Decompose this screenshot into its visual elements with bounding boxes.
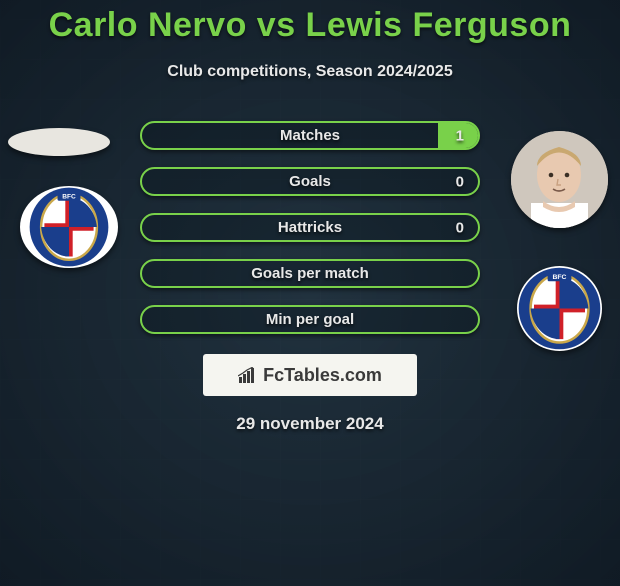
bar-chart-icon — [238, 367, 258, 383]
bar-label: Min per goal — [266, 311, 354, 328]
player-right-avatar — [511, 131, 608, 228]
club-left-crest: BFC — [20, 186, 118, 268]
bar-value-right: 0 — [456, 173, 464, 190]
fctables-logo: FcTables.com — [203, 354, 417, 396]
bar-value-right: 1 — [456, 127, 464, 144]
stat-bar: Min per goal — [140, 305, 480, 334]
logo-text: FcTables.com — [238, 365, 382, 386]
stat-bar: Matches 1 — [140, 121, 480, 150]
svg-text:BFC: BFC — [62, 193, 76, 200]
bar-label: Goals — [289, 173, 331, 190]
logo-label: FcTables.com — [263, 365, 382, 386]
comparison-title: Carlo Nervo vs Lewis Ferguson — [0, 6, 620, 45]
club-right-crest: BFC — [517, 266, 602, 351]
bar-label: Matches — [280, 127, 340, 144]
svg-text:BFC: BFC — [553, 274, 567, 281]
bar-label: Hattricks — [278, 219, 342, 236]
bar-label: Goals per match — [251, 265, 369, 282]
stat-bar: Goals per match — [140, 259, 480, 288]
comparison-subtitle: Club competitions, Season 2024/2025 — [0, 63, 620, 81]
snapshot-date: 29 november 2024 — [0, 414, 620, 434]
stat-bar: Hattricks 0 — [140, 213, 480, 242]
player-left-avatar — [8, 128, 110, 156]
stats-bars: Matches 1 Goals 0 Hattricks 0 Goals per match M… — [140, 121, 480, 334]
bar-value-right: 0 — [456, 219, 464, 236]
stat-bar: Goals 0 — [140, 167, 480, 196]
